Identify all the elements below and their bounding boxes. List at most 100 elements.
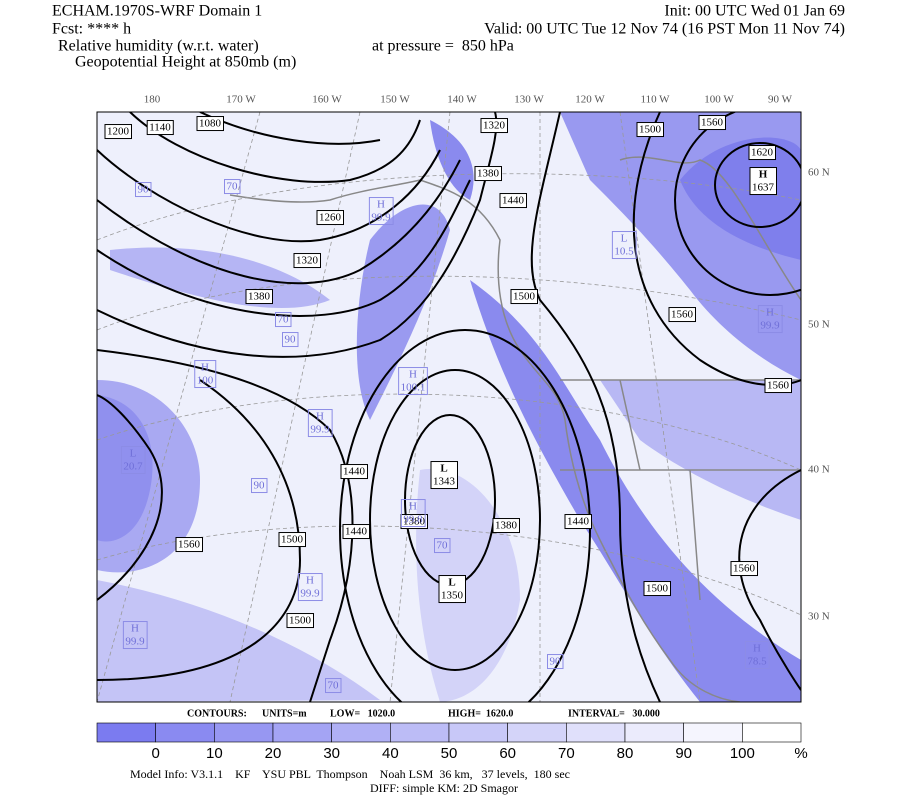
contour-label-group: 1500 <box>278 532 306 548</box>
label-box <box>492 518 520 534</box>
colorbar-label: 60 <box>499 745 516 762</box>
rh-value: 70 <box>278 314 290 326</box>
label-box <box>286 613 314 629</box>
colorbar-label: 10 <box>206 745 223 762</box>
rh-label: 70 <box>275 312 292 328</box>
contour-label: 1620 <box>751 147 774 159</box>
longitude-label: 150 W <box>380 94 410 106</box>
colorbar-unit: % <box>794 745 807 762</box>
label-box <box>224 179 241 195</box>
label-box <box>251 478 268 494</box>
pressure-level: at pressure = 850 hPa <box>372 38 514 55</box>
contour-label: 1500 <box>281 534 304 546</box>
label-box <box>668 307 696 323</box>
rh-value: 10.5 <box>614 246 634 258</box>
contour-label-group: 1620 <box>748 145 776 161</box>
rh-label: H99.8 <box>400 499 426 528</box>
label-box <box>245 289 273 305</box>
rh-label: 90 <box>282 332 299 348</box>
label-box <box>547 654 564 670</box>
latitude-label: 40 N <box>808 464 830 476</box>
longitude-label: 180 <box>144 94 161 106</box>
label-box <box>749 167 777 196</box>
colorbar-label: 30 <box>323 745 340 762</box>
model-info: Model Info: V3.1.1 KF YSU PBL Thompson N… <box>130 767 570 781</box>
contour-label-group: 1320 <box>480 118 508 134</box>
rh-label: H99.9 <box>757 305 783 334</box>
rh-value: 99.9 <box>310 424 330 436</box>
forecast-hour: Fcst: **** h <box>52 21 131 38</box>
colorbar-box <box>624 722 684 743</box>
colorbar-box <box>742 722 802 743</box>
label-box <box>499 193 527 209</box>
contour-label: 1500 <box>639 124 662 136</box>
rh-label: 90 <box>135 182 152 198</box>
longitude-label: 100 W <box>704 94 734 106</box>
colorbar-label: 50 <box>441 745 458 762</box>
longitude-label: 170 W <box>226 94 256 106</box>
label-box <box>120 446 146 475</box>
contour-label: 1260 <box>319 212 342 224</box>
rh-value: 99.8 <box>403 514 423 526</box>
label-box <box>342 524 370 540</box>
contour-label-group: 1260 <box>316 210 344 226</box>
contour-label: 1440 <box>502 195 525 207</box>
contour-label-group: 1500 <box>510 289 538 305</box>
contour-label: 1380 <box>477 168 500 180</box>
valid-time: Valid: 00 UTC Tue 12 Nov 74 (16 PST Mon … <box>484 21 845 38</box>
contour-label: 1320 <box>296 255 319 267</box>
label-box <box>430 461 458 490</box>
rh-label: L20.7 <box>120 446 146 475</box>
contour-high: HIGH= 1620.0 <box>448 708 513 719</box>
colorbar-label: 40 <box>382 745 399 762</box>
contour-label-group: 1140 <box>146 120 174 136</box>
colorbar-label: 20 <box>265 745 282 762</box>
rh-label: 70 <box>224 179 241 195</box>
rh-type: H <box>377 199 385 211</box>
rh-value: 99.9 <box>300 588 320 600</box>
center-type: L <box>448 577 455 589</box>
longitude-label: 160 W <box>312 94 342 106</box>
rh-value: 100.1 <box>401 382 426 394</box>
contour-label: 1440 <box>343 466 366 478</box>
colorbar-box <box>507 722 567 743</box>
rh-value: 70 <box>437 540 449 552</box>
colorbar-label: 0 <box>151 745 159 762</box>
contour-label: 1560 <box>767 380 790 392</box>
colorbar-box <box>96 722 156 743</box>
map: 1200 1140 1080 1320 1500 1560 1620 1380 1440 1260… <box>96 111 802 703</box>
label-box <box>368 197 394 226</box>
colorbar-box <box>155 722 215 743</box>
label-box <box>400 499 426 528</box>
contour-label-group: 1500 <box>636 122 664 138</box>
model-title: ECHAM.1970S-WRF Domain 1 <box>52 3 262 20</box>
contour-label-group: 1500 <box>286 613 314 629</box>
latitude-label: 50 N <box>808 319 830 331</box>
contour-label-group: 1380 <box>245 289 273 305</box>
rh-label: H99.9 <box>368 197 394 226</box>
contour-label-group: 1380 <box>492 518 520 534</box>
contour-label-group: 1440 <box>342 524 370 540</box>
rh-value: 99.9 <box>760 320 780 332</box>
contour-label: 1500 <box>289 615 312 627</box>
rh-label: H99.9 <box>122 621 148 650</box>
colorbar: 0 10 20 30 40 50 60 70 80 90 100% <box>96 722 808 762</box>
colorbar-label: 80 <box>617 745 634 762</box>
contour-label: 1560 <box>701 117 724 129</box>
coastlines <box>229 156 801 702</box>
longitude-label: 120 W <box>575 94 605 106</box>
colorbar-box <box>390 722 450 743</box>
contour-label-group: 1440 <box>499 193 527 209</box>
longitude-label: 130 W <box>514 94 544 106</box>
label-box <box>564 514 592 530</box>
rh-type: H <box>766 307 774 319</box>
center-value: 1343 <box>433 476 456 488</box>
contour-label-group: 1560 <box>175 537 203 553</box>
rh-value: 90 <box>285 334 297 346</box>
label-box <box>398 367 428 396</box>
contour-label: 1140 <box>149 122 171 134</box>
contour-label: 1440 <box>345 526 368 538</box>
